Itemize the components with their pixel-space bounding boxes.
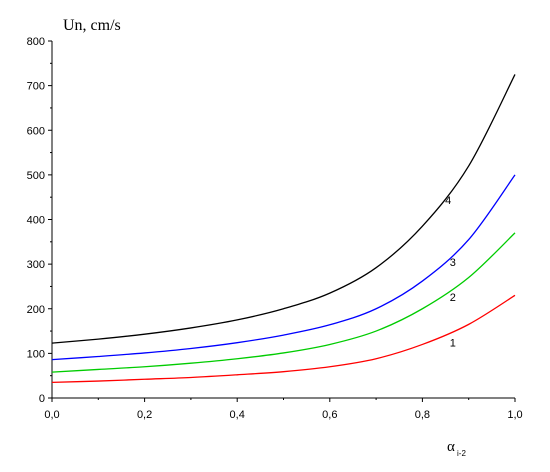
x-axis-label: α i-2 [447, 439, 466, 458]
series-line-2 [51, 232, 516, 373]
y-tick-label: 100 [27, 348, 45, 360]
y-tick-label: 700 [27, 81, 45, 93]
curve-label-2: 2 [450, 292, 456, 304]
y-tick-label: 300 [27, 259, 45, 271]
x-tick-label: 0,0 [44, 409, 59, 421]
y-axis-label: Un, cm/s [63, 17, 121, 34]
x-axis-label-subscript: i-2 [457, 449, 466, 458]
y-tick-label: 200 [27, 304, 45, 316]
y-tick-label: 400 [27, 215, 45, 227]
x-axis-label-main: α [447, 439, 455, 455]
series-line-3 [51, 174, 516, 361]
x-tick-label: 0,4 [230, 409, 245, 421]
x-tick-label: 1,0 [507, 409, 522, 421]
x-tick-label: 0,8 [415, 409, 430, 421]
y-tick-label: 0 [39, 393, 45, 405]
series-line-1 [51, 294, 516, 384]
y-tick-label: 600 [27, 125, 45, 137]
series-line-4 [51, 74, 516, 344]
x-tick-label: 0,2 [137, 409, 152, 421]
curve-label-1: 1 [450, 337, 456, 349]
curve-label-4: 4 [445, 195, 451, 207]
y-tick-label: 500 [27, 170, 45, 182]
y-tick-label: 800 [27, 36, 45, 48]
x-tick-label: 0,6 [322, 409, 337, 421]
curve-label-3: 3 [450, 257, 456, 269]
